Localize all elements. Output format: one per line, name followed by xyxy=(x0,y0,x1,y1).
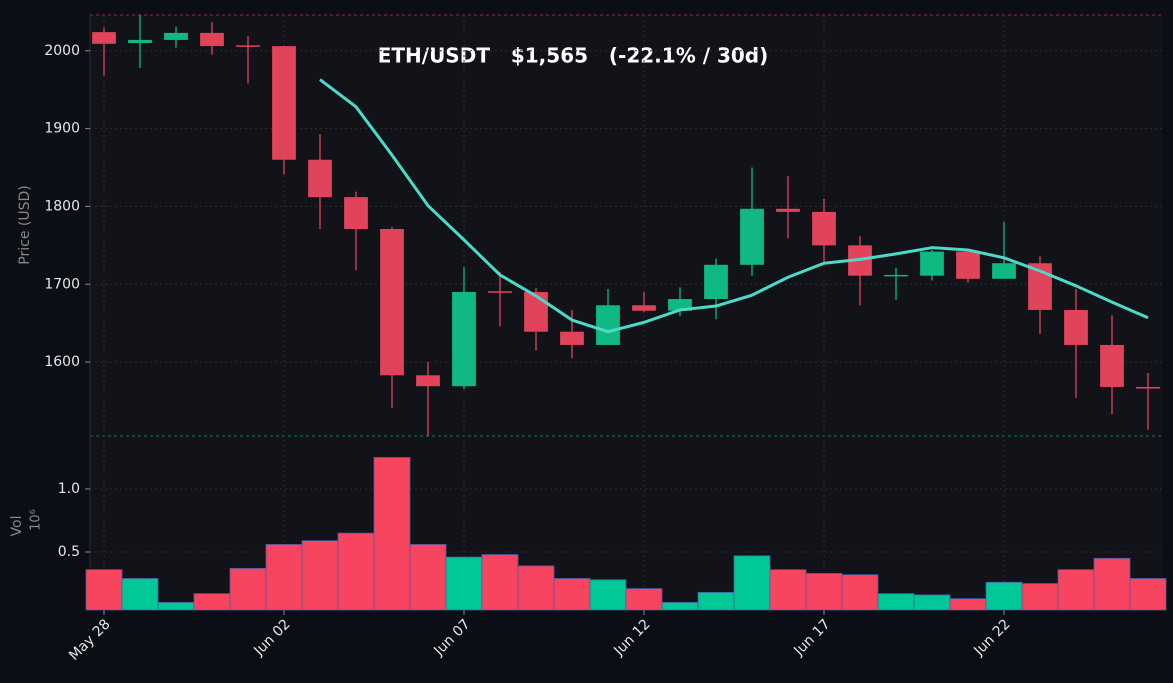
y-axis-label: Price (USD) xyxy=(17,185,33,264)
volume-bar xyxy=(661,602,699,611)
x-tick-label: May 28 xyxy=(66,616,114,664)
volume-bar xyxy=(85,569,123,611)
candle-body xyxy=(92,32,116,44)
volume-bar xyxy=(517,565,555,611)
plot-background xyxy=(90,15,1162,610)
volume-bar xyxy=(841,574,879,611)
volume-bar xyxy=(1057,569,1095,611)
moving-average-line xyxy=(319,78,1149,334)
y-tick-label: 1.0 xyxy=(58,481,80,497)
candle-body xyxy=(812,211,836,246)
candle-body xyxy=(416,375,440,387)
volume-bar xyxy=(1129,578,1167,611)
x-tick-label: Jun 07 xyxy=(430,616,473,659)
candle-body xyxy=(524,292,548,332)
candle-body xyxy=(308,159,332,198)
x-tick-label: Jun 02 xyxy=(250,616,293,659)
candle-body xyxy=(740,208,764,265)
candle-body xyxy=(776,208,800,212)
y-tick-label: 0.5 xyxy=(58,544,80,560)
volume-bar xyxy=(733,555,771,611)
x-tick-label: Jun 12 xyxy=(610,616,653,659)
candle-body xyxy=(128,39,152,44)
y-tick-label: 1700 xyxy=(44,276,80,292)
volume-bar xyxy=(445,556,483,611)
candle-body xyxy=(884,274,908,277)
candle-body xyxy=(704,264,728,300)
volume-bar xyxy=(301,540,339,611)
candle-body xyxy=(920,251,944,276)
candle-body xyxy=(236,45,260,47)
y-tick-label: 1600 xyxy=(44,354,80,370)
candle-body xyxy=(380,229,404,376)
volume-bar xyxy=(265,544,303,611)
volume-bar xyxy=(229,567,267,611)
candle-body xyxy=(560,331,584,345)
volume-bar xyxy=(481,554,519,611)
candle-body xyxy=(668,299,692,311)
candle-body xyxy=(632,305,656,311)
volume-bar xyxy=(157,602,195,611)
candle-body xyxy=(488,291,512,293)
volume-bar xyxy=(949,598,987,611)
candle-body xyxy=(344,197,368,230)
y-tick-label: 2000 xyxy=(44,43,80,59)
volume-bar xyxy=(769,569,807,611)
volume-bar xyxy=(193,593,231,611)
volume-bar xyxy=(805,573,843,611)
x-tick-label: Jun 17 xyxy=(790,616,833,659)
candle-body xyxy=(200,32,224,47)
y-tick-label: 1800 xyxy=(44,198,80,214)
candle-body xyxy=(452,292,476,387)
candle-body xyxy=(992,263,1016,279)
volume-bar xyxy=(553,578,591,611)
volume-bar xyxy=(877,593,915,611)
volume-bar xyxy=(697,591,735,611)
volume-bar xyxy=(625,588,663,611)
candle-body xyxy=(596,305,620,345)
y-tick-label: 1900 xyxy=(44,121,80,137)
volume-bar xyxy=(373,457,411,611)
volume-bar xyxy=(985,581,1023,611)
candle-body xyxy=(1100,344,1124,387)
chart-title: ETH/USDT $1,565 (-22.1% / 30d) xyxy=(378,44,769,68)
volume-axis-label: Vol xyxy=(9,516,25,537)
candle-body xyxy=(1064,309,1088,345)
x-tick-label: Jun 22 xyxy=(970,616,1013,659)
volume-bar xyxy=(913,594,951,611)
candle-body xyxy=(956,251,980,279)
volume-bar xyxy=(121,578,159,611)
candle-body xyxy=(1136,386,1160,389)
volume-bar xyxy=(409,544,447,611)
candle-body xyxy=(164,32,188,40)
volume-bar xyxy=(1021,583,1059,611)
candle-body xyxy=(272,46,296,160)
volume-bar xyxy=(589,579,627,611)
volume-bar xyxy=(337,532,375,611)
volume-bar xyxy=(1093,557,1131,611)
volume-axis-unit: 10⁶ xyxy=(29,509,44,531)
